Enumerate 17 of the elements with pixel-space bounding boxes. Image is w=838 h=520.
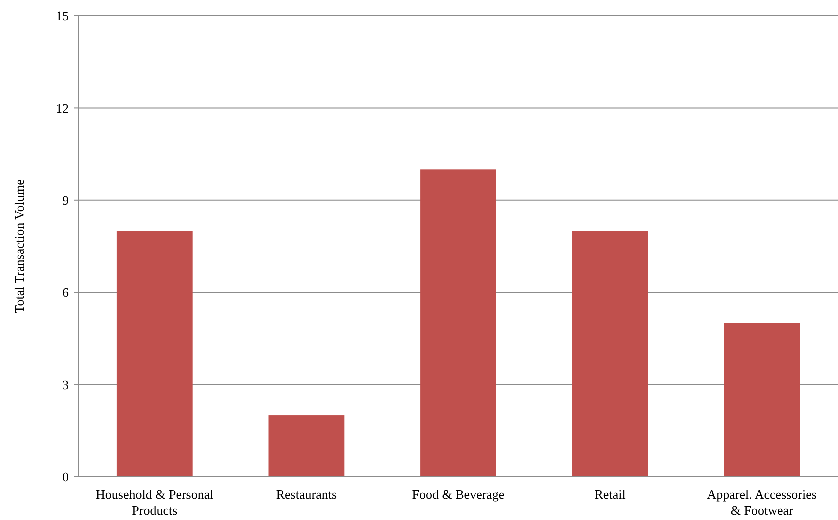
bar [268,416,345,477]
x-tick-label: Restaurants [276,487,338,502]
x-tick-label: Retail [594,487,626,502]
bar [420,170,496,477]
y-tick-label: 12 [56,100,69,116]
y-tick-label: 3 [62,377,69,392]
bar [116,231,193,477]
x-tick-label: Household & Personal Products [96,487,214,518]
y-axis-title: Total Transaction Volume [12,179,27,314]
y-tick-label: 6 [62,285,70,300]
x-tick-label: Apparel. Accessories & Footwear [707,487,817,518]
bar [724,323,800,477]
y-tick-label: 15 [56,8,69,24]
y-tick-label: 9 [62,192,69,208]
x-tick-label: Food & Beverage [412,487,505,502]
y-tick-label: 0 [62,470,69,485]
bar [572,231,648,477]
